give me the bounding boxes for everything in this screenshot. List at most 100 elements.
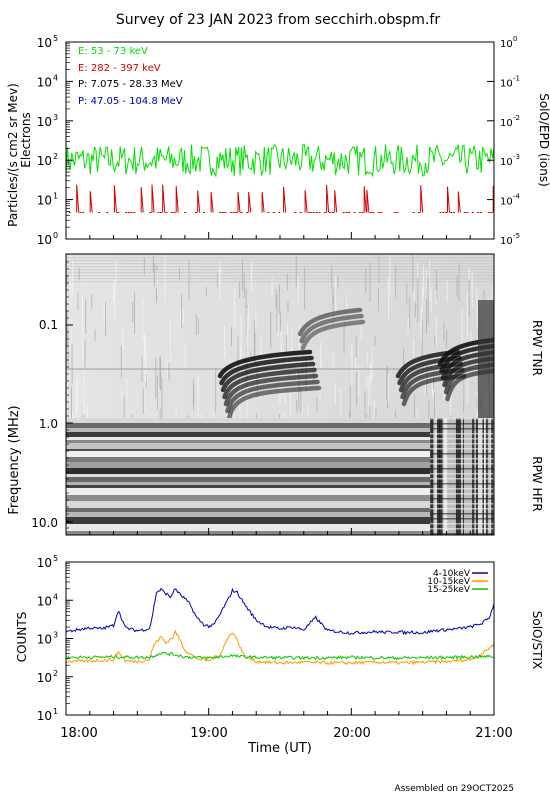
tnr-streak [358,365,360,397]
hfr-burst-band [430,488,494,490]
tnr-burst-arc [222,367,317,400]
tnr-streak [277,312,279,336]
x-tick-label: 20:00 [333,726,370,741]
tnr-streak [188,258,190,301]
tnr-streak [159,357,161,389]
tnr-streak [271,276,273,296]
tnr-streak [351,343,353,387]
tnr-band [66,275,494,277]
tnr-band [66,269,494,271]
stix-legend-item: 4-10keV [433,569,471,579]
tnr-streak [413,338,415,358]
epd-series-line-e282 [68,184,494,213]
hfr-band [66,451,432,457]
tnr-streak [152,255,154,273]
epd-tick-exponent: 5 [53,34,58,43]
tnr-streak [132,302,134,323]
tnr-streak [77,292,79,311]
stix-legend: 4-10keV 10-15keV 15-25keV [427,569,488,595]
hfr-burst-streak [439,418,443,535]
epd-right-tick-exponent: 0 [513,35,517,43]
stix-series-line-15-25kev [66,651,494,661]
hfr-burst-band [430,498,494,500]
rpw-tnr-label: RPW TNR [530,320,544,376]
tnr-streak [422,288,424,313]
tnr-streak [389,256,391,298]
hfr-burst-streak [474,418,478,535]
hfr-band [66,501,432,508]
tnr-streak [300,386,302,413]
tnr-streak [286,273,288,291]
tnr-streak [77,376,79,412]
stix-legend-item: 15-25keV [427,585,471,595]
tnr-streak [114,279,116,319]
rpw-ticks [65,261,495,535]
tnr-streak [144,391,146,413]
tnr-streak [388,276,390,320]
tnr-streak [436,283,438,301]
tnr-streak [377,287,379,311]
tnr-streak [425,267,427,289]
tnr-streak [475,397,477,408]
tnr-streak [181,294,183,329]
tnr-streak [78,267,80,280]
tnr-streak [82,291,84,321]
tnr-streak [349,384,351,424]
tnr-streak [466,362,468,404]
tnr-streak [349,410,351,420]
tnr-streak [103,301,105,326]
tnr-streak [145,374,147,388]
stix-ylabel: COUNTS [15,612,29,663]
tnr-streak [340,389,342,417]
tnr-streak [420,316,422,333]
tnr-streak [450,391,452,422]
tnr-streak [193,384,195,404]
rpw-tnr-bursts [217,300,494,421]
tnr-streak [366,350,368,366]
tnr-streak [409,297,411,329]
tnr-streak [122,327,124,351]
figure-title: Survey of 23 JAN 2023 from secchirh.obsp… [116,12,440,28]
hfr-band [66,482,432,485]
tnr-streak [67,325,69,370]
tnr-streak [71,319,73,344]
tnr-streak [356,372,358,406]
tnr-streak [412,254,414,292]
tnr-streak [290,391,292,428]
hfr-burst-streak [477,418,482,535]
tnr-streak [142,299,144,342]
tnr-streak [366,375,368,388]
hfr-burst-streak [455,418,459,535]
hfr-band [66,428,432,432]
tnr-streak [287,322,289,369]
hfr-band [66,512,432,517]
tnr-streak [276,294,278,332]
tnr-streak [476,288,478,330]
tnr-streak [178,267,180,280]
tnr-streak [153,263,155,287]
epd-right-tick-exponent: -3 [513,153,520,161]
tnr-streak [71,342,73,384]
tnr-streak [94,329,96,342]
rpw-hfr-label: RPW HFR [530,456,544,512]
tnr-streak [245,288,247,335]
tnr-streak [433,392,435,425]
hfr-burst-band [430,493,494,495]
tnr-streak [255,309,257,327]
tnr-streak [413,287,415,300]
hfr-burst-streak [487,418,491,535]
hfr-burst-streak [458,418,461,535]
tnr-streak [134,291,136,334]
tnr-streak [286,334,288,358]
rpw-tick-label: 1.0 [39,417,58,431]
epd-legend-item: E: 53 - 73 keV [78,46,148,57]
tnr-streak [284,387,286,403]
tnr-streak [426,362,428,396]
hfr-burst-band [430,438,494,440]
tnr-streak [374,335,376,346]
tnr-streak [297,275,299,303]
tnr-streak [246,307,248,347]
hfr-band [66,449,432,451]
tnr-streak [279,311,281,332]
hfr-burst-band [430,428,494,430]
